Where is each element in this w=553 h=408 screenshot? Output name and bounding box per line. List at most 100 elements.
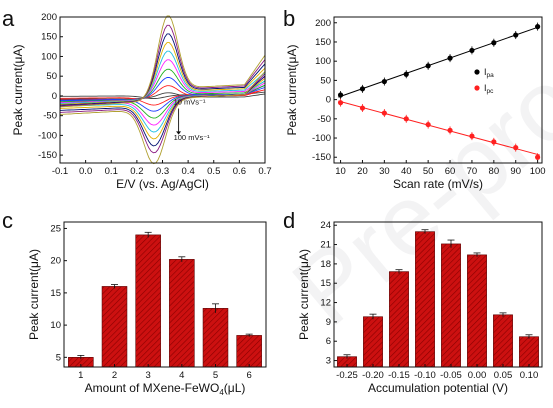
bar-6: [236, 335, 262, 368]
point-i_pa-20: [359, 86, 366, 92]
panel-b-y-tick-label: 0: [326, 95, 331, 106]
panel-d-x-tick-label: -0.10: [414, 370, 436, 381]
panel-d-x-tick-label: 0.10: [520, 370, 539, 381]
panel-b-x-tick-label: 30: [379, 166, 390, 177]
panel-a-x-tick-label: 0.2: [130, 166, 143, 177]
panel-b-x-tick-label: 50: [423, 166, 434, 177]
point-i_pc-60: [447, 127, 453, 133]
panel-b-scan-rate-plot: 10 20 30 40 50 60 70 80 90 100 -150 -100 -50 0 50 100 15…: [285, 16, 546, 191]
panel-b-x-tick-label: 60: [445, 166, 456, 177]
cv-curve-100mVs: [59, 15, 266, 165]
panel-b-y-tick-label: 100: [315, 56, 331, 67]
bar-3: [135, 234, 161, 368]
legend-label-i_pc: Ipc: [484, 83, 494, 95]
point-i_pa-70: [469, 47, 475, 54]
panel-c-x-tick-label: 1: [78, 370, 83, 381]
panel-d-y-tick-label: 6: [326, 336, 331, 347]
panel-b-y-axis-title: Peak current(μA): [285, 45, 299, 136]
panel-d-y-tick-label: 18: [320, 259, 331, 270]
panel-c-y-tick-label: 5: [56, 352, 61, 363]
panel-c-y-axis-title: Peak current(μA): [27, 249, 41, 340]
panel-b-y-tick-label: 50: [320, 75, 331, 86]
legend-marker-i_pc: [474, 85, 480, 91]
panel-d-y-tick-label: 24: [320, 220, 331, 231]
point-i_pc-100: [535, 154, 541, 160]
panel-a-x-tick-label: 0.3: [156, 166, 169, 177]
panel-a-x-tick-label: 0.6: [233, 166, 246, 177]
panel-b-plot-frame: [333, 16, 543, 164]
panel-b-x-tick-label: 90: [510, 166, 521, 177]
fit-line-i_pc: [338, 100, 540, 156]
panel-d-x-tick-label: -0.05: [440, 370, 462, 381]
panel-a-x-tick-label: -0.1: [52, 166, 68, 177]
point-i_pc-90: [513, 145, 519, 151]
panel-d-x-tick-label: -0.25: [336, 370, 358, 381]
panel-a-y-tick-label: 0: [52, 91, 57, 102]
panel-c-x-tick-label: 6: [247, 370, 252, 381]
panel-a-y-axis-title: Peak current(μA): [11, 45, 25, 136]
panel-a-y-tick-label: 150: [41, 32, 57, 43]
panel-c-x-tick-label: 5: [213, 370, 218, 381]
panel-a-x-tick-label: 0.5: [207, 166, 220, 177]
panel-a-y-tick-label: 50: [46, 71, 57, 82]
bar--0.05: [441, 243, 461, 368]
point-i_pc-50: [425, 121, 431, 128]
panel-d-potential-bar-chart: -0.25 -0.20 -0.15 -0.10 -0.05 0.00 0.05 0.10 3 6 9…: [297, 220, 543, 395]
bar-0.00: [467, 254, 487, 368]
panel-b-y-tick-label: 150: [315, 37, 331, 48]
panel-d-y-tick-label: 21: [320, 240, 331, 251]
panel-c-x-axis-title: Amount of MXene-FeWO4(μL): [85, 381, 246, 397]
panel-a-x-tick-label: 0.0: [79, 166, 92, 177]
panel-b-x-tick-label: 80: [489, 166, 500, 177]
annotation-10-mvs: 10 mVs⁻¹: [174, 98, 206, 107]
point-i_pc-30: [381, 110, 387, 116]
panel-a-y-tick-label: -100: [38, 130, 57, 141]
panel-d-x-tick-label: -0.15: [388, 370, 410, 381]
panel-d-y-tick-label: 3: [326, 356, 331, 367]
bar--0.15: [389, 271, 409, 368]
panel-c-amount-bar-chart: 1 2 3 4 5 6 5 10 15 20 25 Peak current(μA) Amount of…: [27, 221, 267, 397]
panel-b-y-tick-label: -150: [312, 152, 331, 163]
annotation-100-mvs: 100 mVs⁻¹: [174, 133, 211, 142]
panel-c-y-tick-label: 25: [50, 223, 61, 234]
point-i_pc-70: [469, 133, 475, 139]
panel-c-y-tick-label: 10: [50, 320, 61, 331]
panel-label-c: c: [2, 208, 13, 233]
panel-a-x-tick-label: 0.1: [105, 166, 118, 177]
panel-c-y-tick-label: 15: [50, 288, 61, 299]
panel-d-y-axis-title: Peak current(μA): [297, 249, 311, 340]
panel-a-y-tick-label: 200: [41, 12, 57, 23]
panel-b-x-axis-title: Scan rate (mV/s): [393, 177, 483, 191]
panel-d-plot-frame: [333, 221, 543, 368]
legend-marker-i_pa: [474, 69, 480, 75]
panel-a-cyclic-voltammograms: -0.1 0.0 0.1 0.2 0.3 0.4 0.5 0.6 0.7 -150 -100 -50 0…: [11, 12, 272, 191]
bar-4: [169, 259, 195, 368]
annotation-arrowhead: [176, 131, 182, 135]
point-i_pc-20: [359, 105, 366, 111]
panel-a-x-axis-title: E/V (vs. Ag/AgCl): [116, 177, 209, 191]
point-i_pa-90: [513, 32, 519, 38]
panel-c-y-tick-label: 20: [50, 256, 61, 267]
panel-d-y-tick-label: 12: [320, 298, 331, 309]
bar-5: [202, 308, 229, 368]
point-i_pc-10: [337, 100, 344, 106]
bar--0.20: [363, 316, 383, 368]
panel-d-y-tick-label: 9: [326, 317, 331, 328]
panel-b-y-tick-label: -100: [312, 133, 331, 144]
panel-c-x-tick-label: 2: [112, 370, 117, 381]
bar-0.05: [493, 314, 513, 368]
panel-label-a: a: [2, 6, 15, 31]
bar-2: [101, 286, 128, 368]
point-i_pc-80: [491, 139, 497, 145]
bar-0.10: [519, 336, 539, 368]
panel-d-x-tick-label: 0.00: [468, 370, 487, 381]
legend-label-i_pa: Ipa: [484, 67, 494, 79]
point-i_pa-50: [425, 63, 431, 69]
panel-b-x-tick-label: 10: [335, 166, 346, 177]
panel-a-y-tick-label: -150: [38, 150, 57, 161]
panel-d-x-axis-title: Accumulation potential (V): [368, 381, 508, 395]
point-i_pa-100: [535, 24, 541, 30]
panel-d-y-tick-label: 15: [320, 278, 331, 289]
